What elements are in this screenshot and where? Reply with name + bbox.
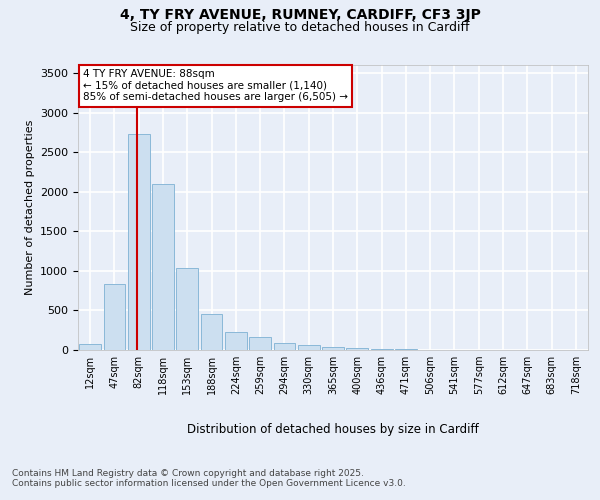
Bar: [79, 344, 101, 350]
Bar: [371, 349, 392, 350]
Bar: [346, 348, 368, 350]
Bar: [128, 134, 149, 350]
Bar: [104, 284, 125, 350]
Bar: [225, 332, 247, 350]
Bar: [200, 314, 223, 350]
Bar: [176, 268, 198, 350]
Text: 4, TY FRY AVENUE, RUMNEY, CARDIFF, CF3 3JP: 4, TY FRY AVENUE, RUMNEY, CARDIFF, CF3 3…: [119, 8, 481, 22]
Bar: [152, 184, 174, 350]
Text: 4 TY FRY AVENUE: 88sqm
← 15% of detached houses are smaller (1,140)
85% of semi-: 4 TY FRY AVENUE: 88sqm ← 15% of detached…: [83, 70, 348, 102]
Text: Contains HM Land Registry data © Crown copyright and database right 2025.: Contains HM Land Registry data © Crown c…: [12, 469, 364, 478]
Bar: [274, 343, 295, 350]
Text: Contains public sector information licensed under the Open Government Licence v3: Contains public sector information licen…: [12, 479, 406, 488]
Bar: [249, 338, 271, 350]
Text: Distribution of detached houses by size in Cardiff: Distribution of detached houses by size …: [187, 422, 479, 436]
Text: Size of property relative to detached houses in Cardiff: Size of property relative to detached ho…: [130, 21, 470, 34]
Y-axis label: Number of detached properties: Number of detached properties: [25, 120, 35, 295]
Bar: [322, 347, 344, 350]
Bar: [298, 345, 320, 350]
